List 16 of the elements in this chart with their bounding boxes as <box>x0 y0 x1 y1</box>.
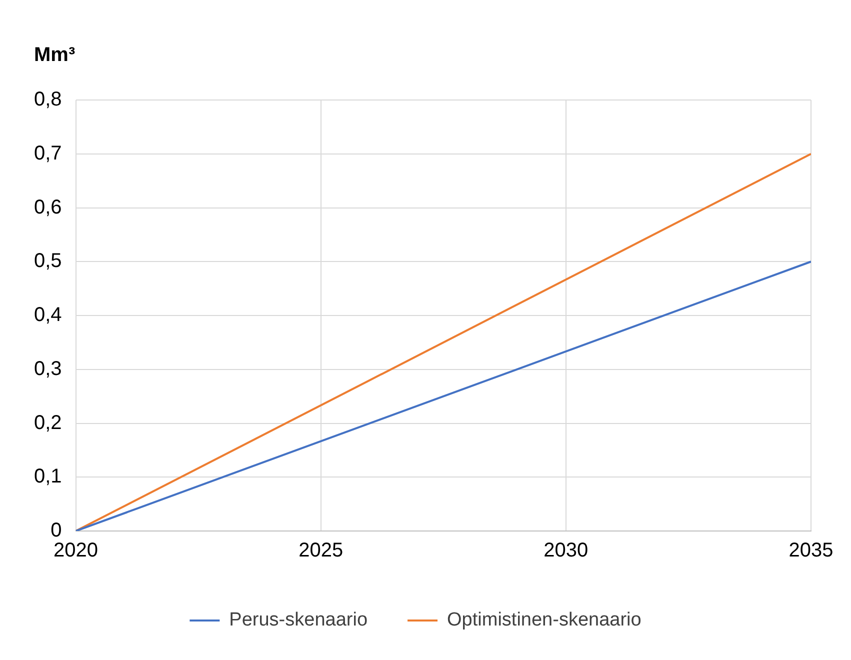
y-tick-label: 0,4 <box>34 304 62 326</box>
y-tick-label: 0,8 <box>34 88 62 111</box>
legend-label: Perus-skenaario <box>229 610 368 631</box>
y-axis-title: Mm³ <box>34 44 76 67</box>
x-tick-label: 2020 <box>54 540 98 562</box>
y-tick-label: 0,3 <box>34 358 62 380</box>
x-tick-label: 2030 <box>544 540 588 562</box>
y-tick-label: 0,7 <box>34 142 62 164</box>
x-tick-label: 2035 <box>788 540 834 562</box>
y-tick-label: 0,5 <box>34 250 62 272</box>
y-tick-label: 0,2 <box>34 412 62 434</box>
legend-label: Optimistinen-skenaario <box>447 610 642 631</box>
x-tick-label: 2025 <box>298 540 344 562</box>
y-tick-label: 0,6 <box>34 196 62 218</box>
y-tick-label: 0,1 <box>34 466 62 488</box>
y-tick-label: 0 <box>50 520 62 542</box>
